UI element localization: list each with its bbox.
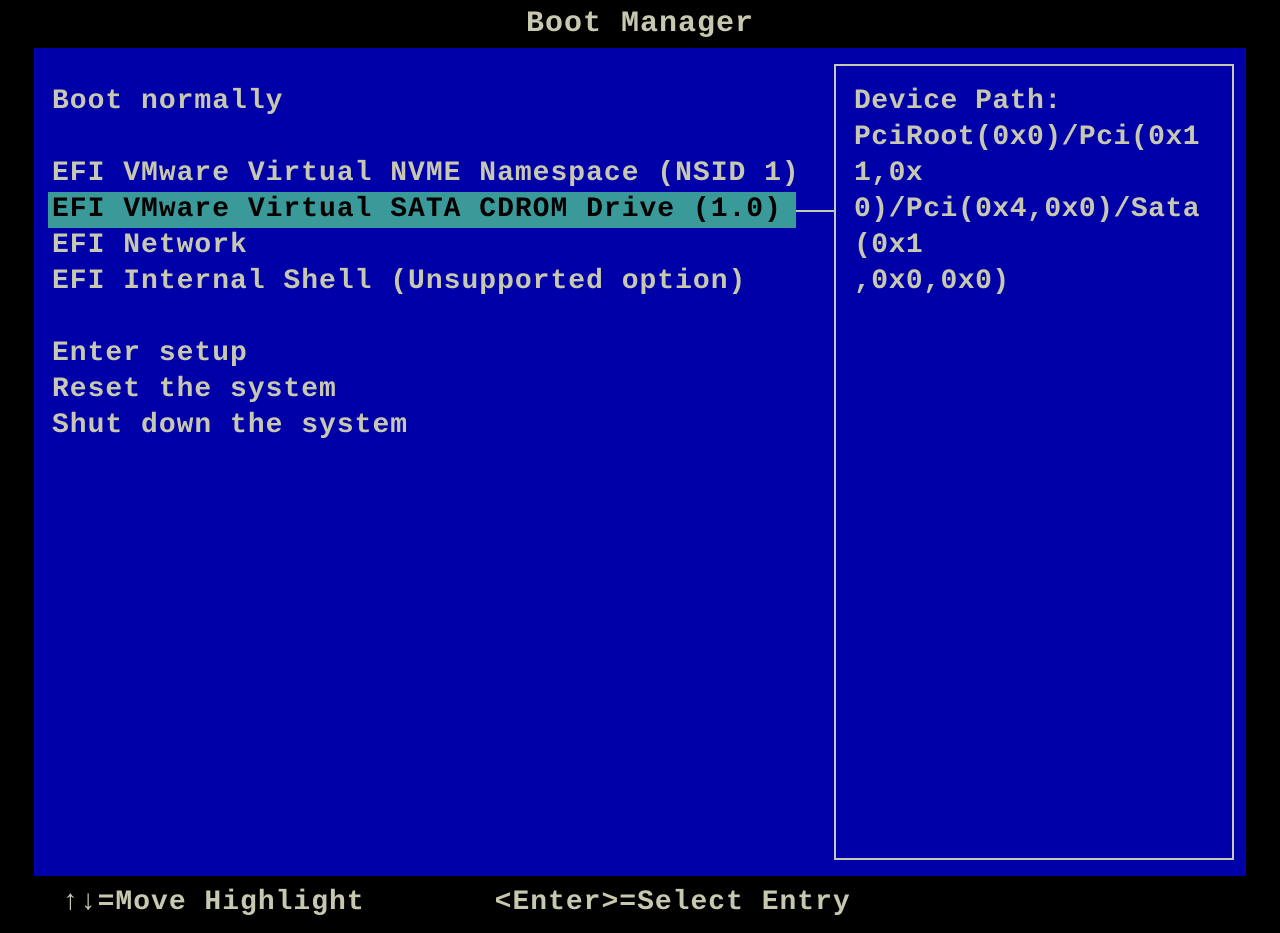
menu-spacer — [48, 300, 832, 336]
menu-spacer — [48, 120, 832, 156]
footer-hints: ↑↓=Move Highlight <Enter>=Select Entry — [34, 882, 1246, 922]
detail-panel: Device Path: PciRoot(0x0)/Pci(0x11,0x 0)… — [834, 64, 1234, 860]
page-title: Boot Manager — [526, 7, 754, 41]
menu-item-boot-normally[interactable]: Boot normally — [48, 84, 832, 120]
menu-item-enter-setup[interactable]: Enter setup — [48, 336, 832, 372]
menu-item-efi-network[interactable]: EFI Network — [48, 228, 832, 264]
selection-connector-line — [796, 210, 834, 212]
menu-item-efi-nvme[interactable]: EFI VMware Virtual NVME Namespace (NSID … — [48, 156, 832, 192]
menu-row-selected: EFI VMware Virtual SATA CDROM Drive (1.0… — [48, 192, 832, 228]
menu-item-efi-sata-cdrom[interactable]: EFI VMware Virtual SATA CDROM Drive (1.0… — [48, 192, 796, 228]
menu-item-shutdown[interactable]: Shut down the system — [48, 408, 832, 444]
main-panel: Boot normally EFI VMware Virtual NVME Na… — [34, 48, 1246, 876]
title-bar: Boot Manager — [0, 0, 1280, 48]
detail-line: ,0x0,0x0) — [854, 264, 1214, 300]
detail-line: PciRoot(0x0)/Pci(0x11,0x — [854, 120, 1214, 192]
hint-select-entry: <Enter>=Select Entry — [495, 887, 851, 918]
detail-heading: Device Path: — [854, 84, 1214, 120]
menu-item-efi-shell[interactable]: EFI Internal Shell (Unsupported option) — [48, 264, 832, 300]
boot-menu: Boot normally EFI VMware Virtual NVME Na… — [48, 84, 832, 444]
hint-move-highlight: ↑↓=Move Highlight — [62, 887, 365, 918]
detail-line: 0)/Pci(0x4,0x0)/Sata(0x1 — [854, 192, 1214, 264]
menu-item-reset[interactable]: Reset the system — [48, 372, 832, 408]
